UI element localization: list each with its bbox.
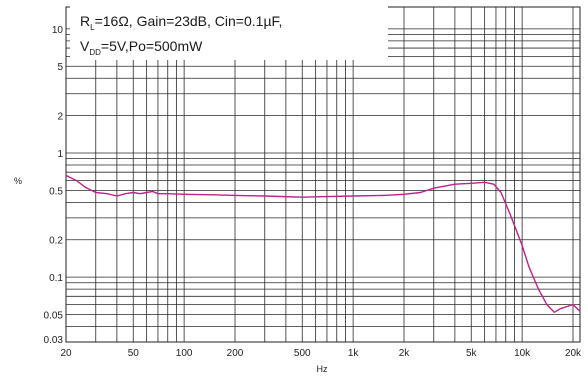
x-tick-label: 50	[128, 348, 140, 359]
y-tick-label: 0.5	[49, 186, 63, 197]
x-tick-label: 20k	[565, 348, 582, 359]
y-tick-label: 10	[52, 25, 64, 36]
rl-symbol: R	[80, 13, 90, 29]
x-tick-label: 5k	[466, 348, 478, 359]
svg-text:RL=16Ω, Gain=23dB, Cin=0.1µF,: RL=16Ω, Gain=23dB, Cin=0.1µF,	[80, 13, 282, 32]
y-tick-label: 1	[57, 149, 63, 160]
x-axis-label: Hz	[317, 364, 328, 374]
x-tick-label: 20	[60, 348, 72, 359]
x-tick-label: 2k	[399, 348, 411, 359]
vdd-subscript: DD	[89, 48, 101, 57]
y-tick-label: 0.2	[49, 236, 63, 247]
thd-curve-1	[65, 174, 581, 313]
x-tick-label: 1k	[348, 348, 360, 359]
x-tick-label: 10k	[514, 348, 531, 359]
rl-subscript: L	[90, 23, 95, 32]
tick-labels: 20 50 100 200 500 1k 2k 5k 10k 20k 0.03 0.05 0.1 0.2 0…	[44, 25, 583, 359]
vdd-symbol: V	[80, 38, 90, 54]
y-tick-label: 5	[57, 62, 63, 73]
y-tick-label: 0.1	[49, 273, 63, 284]
x-tick-label: 200	[227, 348, 244, 359]
y-axis-label: %	[14, 176, 22, 186]
y-tick-label: 0.03	[44, 335, 64, 346]
x-tick-label: 500	[294, 348, 311, 359]
series-layer	[65, 174, 581, 313]
y-tick-label: 0.05	[44, 310, 64, 321]
conditions-line2: =5V,Po=500mW	[101, 38, 203, 54]
conditions-line1: =16Ω, Gain=23dB, Cin=0.1µF,	[95, 13, 283, 29]
test-conditions-label: RL=16Ω, Gain=23dB, Cin=0.1µF, VDD=5V,Po=…	[70, 6, 388, 60]
x-tick-label: 100	[176, 348, 193, 359]
y-tick-label: 2	[57, 112, 63, 123]
svg-text:VDD=5V,Po=500mW: VDD=5V,Po=500mW	[80, 38, 203, 57]
